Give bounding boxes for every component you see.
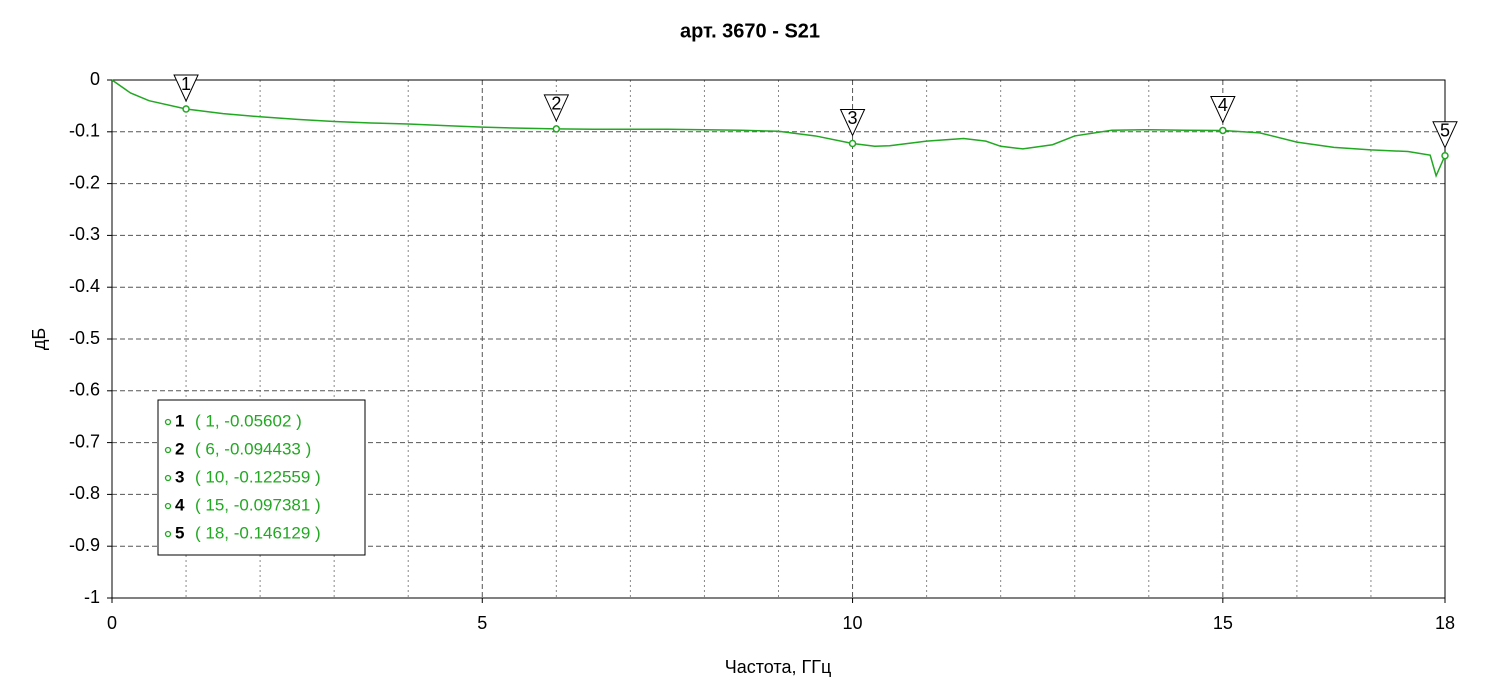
y-tick-label: -0.6 [69,380,100,400]
marker-point [1441,151,1449,160]
x-tick-label: 18 [1435,613,1455,633]
legend-text: ( 10, -0.122559 ) [195,467,321,486]
marker-flag [1432,121,1458,149]
legend-dot [164,474,172,482]
legend-number: 1 [175,411,184,430]
chart-title: арт. 3670 - S21 [680,20,820,42]
legend-dot [164,418,172,426]
marker-flag [173,74,199,103]
marker-point [182,105,190,113]
y-tick-label: -0.9 [69,535,100,555]
plot-frame [111,79,1446,599]
legend-number: 2 [175,439,184,458]
y-axis-label: дБ [29,328,49,350]
legend-number: 5 [175,523,184,542]
legend-dot [164,446,172,454]
marker-point [1219,126,1227,135]
legend-number: 3 [175,467,184,486]
legend-text: ( 18, -0.146129 ) [195,523,321,542]
marker-point [848,139,857,148]
legend-text: ( 6, -0.094433 ) [195,439,311,458]
legend-dot [164,502,172,510]
legend-dot [164,530,172,538]
y-tick-label: -0.8 [69,483,100,503]
marker-flag [839,108,866,137]
x-tick-label: 0 [107,613,117,633]
y-tick-label: -0.3 [69,224,100,244]
legend-text: ( 15, -0.097381 ) [195,495,321,514]
y-tick-label: -1 [84,587,100,607]
y-tick-label: -0.5 [69,328,100,348]
marker-label: 1 [181,74,191,94]
x-axis-label: Частота, ГГц [725,657,832,677]
legend-box [157,399,366,556]
y-tick-label: 0 [90,69,100,89]
marker-label: 4 [1218,95,1228,115]
marker-flag [543,94,570,123]
marker-point [552,125,561,133]
x-tick-label: 15 [1213,613,1233,633]
x-tick-label: 10 [843,613,863,633]
legend-text: ( 1, -0.05602 ) [195,411,302,430]
y-tick-label: -0.2 [69,172,100,192]
marker-flag [1210,95,1236,124]
marker-label: 3 [848,108,858,128]
y-tick-label: -0.1 [69,121,100,141]
y-tick-label: -0.4 [69,276,100,296]
legend-number: 4 [175,495,185,514]
marker-label: 2 [551,94,561,114]
y-tick-label: -0.7 [69,431,100,451]
x-tick-label: 5 [477,613,487,633]
marker-label: 5 [1440,120,1450,140]
